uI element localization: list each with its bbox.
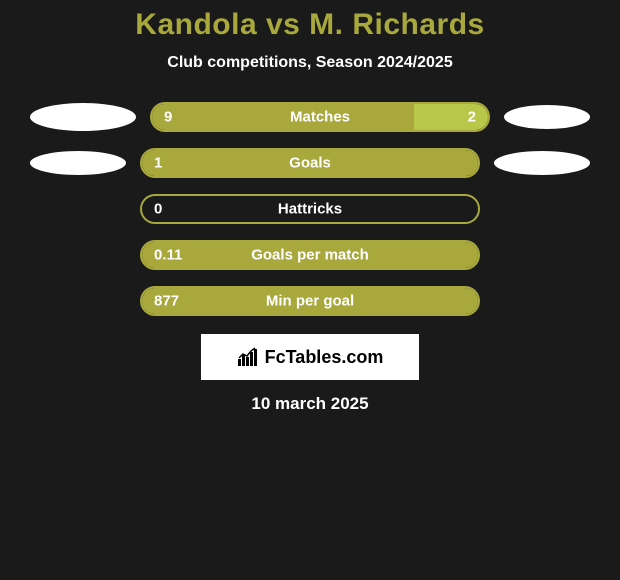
- source-logo[interactable]: FcTables.com: [201, 334, 419, 380]
- stat-left-value: 0: [154, 201, 162, 218]
- stat-bar: 0 Hattricks: [140, 194, 480, 224]
- stat-right-value: 2: [468, 109, 476, 126]
- stat-left-value: 1: [154, 155, 162, 172]
- stat-label: Min per goal: [266, 293, 354, 310]
- left-ellipse: [30, 103, 136, 131]
- stat-left-value: 877: [154, 293, 179, 310]
- stat-bar: 9 Matches 2: [150, 102, 490, 132]
- stat-label: Hattricks: [278, 201, 342, 218]
- comparison-widget: Kandola vs M. Richards Club competitions…: [0, 0, 620, 414]
- stat-left-value: 0.11: [154, 247, 182, 264]
- stat-bar: 0.11 Goals per match: [140, 240, 480, 270]
- stat-row: 0.11 Goals per match: [0, 240, 620, 270]
- logo-text: FcTables.com: [265, 347, 384, 368]
- date-label: 10 march 2025: [0, 394, 620, 414]
- stats-list: 9 Matches 2 1 Goals 0 Hattricks 0.11 Goals per m…: [0, 102, 620, 316]
- stat-label: Matches: [290, 109, 350, 126]
- bars-icon: [237, 347, 261, 367]
- stat-bar: 1 Goals: [140, 148, 480, 178]
- left-ellipse: [30, 151, 126, 175]
- stat-row: 0 Hattricks: [0, 194, 620, 224]
- stat-row: 1 Goals: [0, 148, 620, 178]
- stat-row: 877 Min per goal: [0, 286, 620, 316]
- stat-left-value: 9: [164, 109, 172, 126]
- right-ellipse: [504, 105, 590, 129]
- subtitle: Club competitions, Season 2024/2025: [0, 54, 620, 72]
- bar-left-fill: [152, 104, 414, 130]
- bar-right-fill: [414, 104, 488, 130]
- stat-label: Goals: [289, 155, 331, 172]
- stat-label: Goals per match: [251, 247, 369, 264]
- stat-bar: 877 Min per goal: [140, 286, 480, 316]
- right-ellipse: [494, 151, 590, 175]
- page-title: Kandola vs M. Richards: [0, 8, 620, 42]
- stat-row: 9 Matches 2: [0, 102, 620, 132]
